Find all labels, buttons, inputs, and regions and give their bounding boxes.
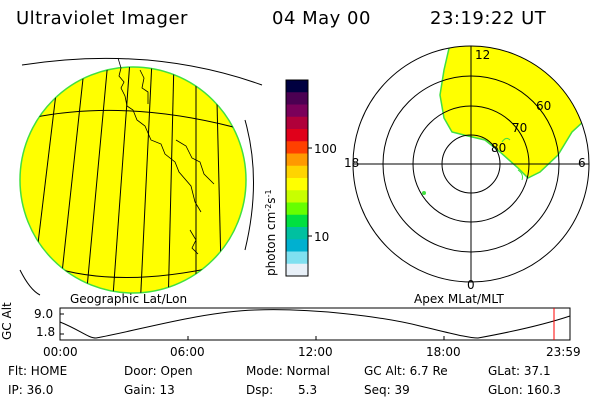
info-gc-alt: GC Alt: 6.7 Re [364, 364, 448, 378]
info-glat: GLat: 37.1 [488, 364, 551, 378]
colorbar-stripe [286, 141, 308, 154]
colorbar-stripes [286, 80, 308, 277]
mlt-label-6: 6 [578, 156, 586, 170]
colorbar-stripe [286, 263, 308, 277]
altitude-ylabel: GC Alt [0, 302, 14, 340]
colorbar-frame [285, 79, 309, 277]
colorbar: photon cm-2s-1 [264, 79, 312, 277]
colorbar-unit-label: photon cm-2s-1 [264, 189, 278, 276]
time-label: 23:19:22 UT [430, 8, 547, 29]
colorbar-stripe [286, 104, 308, 118]
colorbar-stripe [286, 214, 308, 228]
colorbar-stripe [286, 227, 308, 240]
date-label: 04 May 00 [272, 8, 371, 29]
info-ip: IP: 36.0 [8, 383, 54, 397]
colorbar-stripe [286, 80, 308, 93]
colorbar-stripe [286, 92, 308, 105]
info-dsp-label: Dsp: [246, 383, 274, 397]
info-gain: Gain: 13 [124, 383, 175, 397]
colorbar-stripe [286, 116, 308, 130]
mlat-label-70: 70 [512, 121, 528, 135]
altitude-plot: GC Alt [0, 302, 571, 341]
globe-label: Geographic Lat/Lon [70, 292, 188, 306]
auroral-arc [501, 137, 511, 143]
auroral-arc-2 [517, 169, 523, 181]
xtick-label-0600: 06:00 [170, 345, 205, 359]
mlat-label-80: 80 [491, 141, 507, 155]
xtick-label-1200: 12:00 [298, 345, 333, 359]
altitude-frame [59, 307, 571, 341]
info-door: Door: Open [124, 364, 193, 378]
mlt-label-18: 18 [344, 156, 360, 170]
globe-image [19, 57, 263, 296]
mlt-label-12: 12 [475, 48, 491, 62]
auroral-oval [439, 46, 586, 179]
instrument-title: Ultraviolet Imager [16, 8, 188, 29]
info-mode: Mode: Normal [246, 364, 330, 378]
colorbar-stripe [286, 129, 308, 142]
polar-plot [352, 45, 590, 283]
colorbar-stripe [286, 251, 308, 265]
globe-disk [19, 66, 247, 294]
info-glon: GLon: 160.3 [488, 383, 561, 397]
colorbar-stripe [286, 165, 308, 179]
polar-label: Apex MLat/MLT [414, 292, 504, 306]
info-dsp-value: 5.3 [298, 383, 318, 397]
info-filter: Flt: HOME [8, 364, 68, 378]
colorbar-tick-label-100: 100 [314, 142, 337, 156]
altitude-ytick-label-high: 9.0 [34, 307, 54, 321]
altitude-curve [59, 309, 571, 339]
info-seq: Seq: 39 [364, 383, 410, 397]
colorbar-stripe [286, 178, 308, 191]
mlt-label-0: 0 [467, 278, 475, 292]
colorbar-tick-label-10: 10 [314, 230, 330, 244]
xtick-label-1800: 18:00 [426, 345, 461, 359]
xtick-label-0000: 00:00 [43, 345, 78, 359]
xtick-label-2359: 23:59 [546, 345, 581, 359]
auroral-spot [422, 191, 426, 195]
colorbar-stripe [286, 202, 308, 216]
coastline [117, 57, 215, 255]
colorbar-stripe [286, 239, 308, 252]
altitude-ytick-label-low: 1.8 [36, 325, 56, 339]
colorbar-stripe [286, 190, 308, 203]
colorbar-stripe [286, 153, 308, 167]
mlat-label-60: 60 [536, 99, 552, 113]
